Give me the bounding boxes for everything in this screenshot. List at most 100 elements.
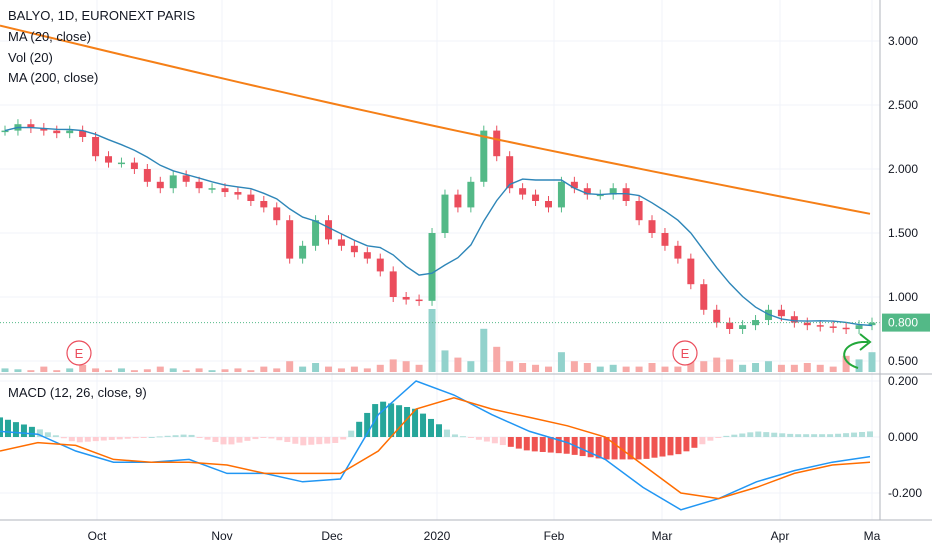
macd-hist-bar [228, 437, 235, 445]
macd-hist-bar [204, 437, 211, 440]
candle-body [570, 181, 578, 189]
volume-bar [208, 370, 216, 372]
time-tick-label: Dec [321, 529, 342, 543]
candle-body [234, 192, 242, 195]
volume-bar [674, 366, 682, 372]
volume-bar [156, 366, 164, 372]
volume-bar [764, 361, 772, 372]
volume-bar [842, 355, 850, 372]
volume-bar [855, 359, 863, 372]
volume-bar [376, 364, 384, 372]
candle-body [325, 220, 333, 240]
price-axis[interactable]: 3.000 2.500 2.000 1.500 1.000 0.500 0.200 0.000… [888, 34, 922, 500]
volume-bar [40, 366, 48, 372]
candle-body [350, 245, 358, 253]
candle-body [687, 258, 695, 285]
price-tick-label: 2.500 [888, 98, 918, 112]
volume-bar [312, 363, 320, 372]
candle-body [752, 320, 760, 326]
volume-bar [182, 370, 190, 372]
candle-body [532, 194, 540, 201]
macd-hist-bar [619, 437, 626, 460]
volume-bar [713, 357, 721, 372]
macd-hist-bar [755, 431, 762, 437]
macd-hist-bar [396, 405, 403, 437]
macd-hist-bar [835, 433, 842, 437]
volume-bar [739, 364, 747, 372]
volume-bar [415, 364, 423, 372]
volume-bar [234, 368, 242, 372]
volume-bar [777, 364, 785, 372]
candle-body [130, 162, 138, 169]
macd-hist-bar [284, 437, 291, 443]
macd-hist-bar [523, 437, 530, 451]
candle-body [402, 297, 410, 300]
volume-bars [1, 309, 876, 372]
annotation-arrow-curve [843, 341, 868, 369]
macd-hist-bar [172, 435, 179, 437]
macd-hist-bar [723, 435, 730, 437]
candle-body [842, 327, 850, 330]
macd-hist-bar [428, 418, 435, 437]
macd-hist-bar [252, 437, 259, 440]
macd-hist-bar [515, 437, 522, 449]
volume-bar [583, 363, 591, 372]
price-tick-label: 1.000 [888, 290, 918, 304]
macd-hist-bar [164, 435, 171, 437]
macd-hist-bar [851, 432, 858, 437]
candle-body [208, 188, 216, 190]
price-tag-bg [882, 313, 930, 332]
candle-body [803, 322, 811, 326]
candle-body [622, 188, 630, 201]
price-tag-label: 0.800 [888, 316, 918, 330]
macd-hist-bar [324, 437, 331, 444]
candle-body [195, 181, 203, 189]
candle-body [105, 156, 113, 163]
macd-hist-bar [707, 437, 714, 441]
macd-hist-bar [12, 422, 19, 437]
macd-hist-bar [364, 412, 371, 437]
macd-hist-bar [691, 437, 698, 448]
ma20-line [4, 126, 873, 327]
macd-hist-bar [667, 437, 674, 456]
volume-bar [829, 366, 837, 372]
volume-bar [790, 364, 798, 372]
candle-body [713, 309, 721, 323]
candle-body [79, 130, 87, 137]
macd-hist-bar [60, 437, 67, 439]
macd-hist-bar [539, 437, 546, 452]
volume-bar [609, 364, 617, 372]
macd-hist-bar [699, 437, 706, 445]
volume-bar [325, 366, 333, 372]
volume-bar [27, 370, 35, 372]
macd-hist-bar [635, 437, 642, 460]
macd-hist-bar [483, 437, 490, 442]
volume-bar [53, 370, 61, 372]
macd-hist-bar [803, 434, 810, 437]
candle-body [247, 194, 255, 201]
macd-hist-bar [659, 437, 666, 457]
volume-bar [570, 361, 578, 372]
candle-body [337, 239, 345, 246]
candle-body [40, 128, 48, 131]
volume-bar [337, 368, 345, 372]
macd-hist-bar [475, 437, 482, 440]
candle-body [557, 181, 565, 208]
volume-bar [726, 359, 734, 372]
volume-bar [363, 368, 371, 372]
candle-body [260, 201, 268, 208]
signal-line [0, 397, 871, 500]
time-axis[interactable]: Oct Nov Dec 2020 Feb Mar Apr Ma [88, 529, 881, 543]
candle-body [596, 194, 604, 197]
volume-bar [195, 368, 203, 372]
earnings-marker [672, 340, 698, 366]
macd-hist-bar [236, 437, 243, 443]
candle-body [777, 309, 785, 317]
volume-bar [389, 359, 397, 372]
macd-hist-bar [491, 437, 498, 444]
macd-tick-label: -0.200 [888, 486, 922, 500]
time-tick-label: Ma [864, 529, 881, 543]
macd-hist-bar [4, 419, 11, 437]
volume-bar [117, 368, 125, 372]
macd-hist-bar [292, 437, 299, 444]
